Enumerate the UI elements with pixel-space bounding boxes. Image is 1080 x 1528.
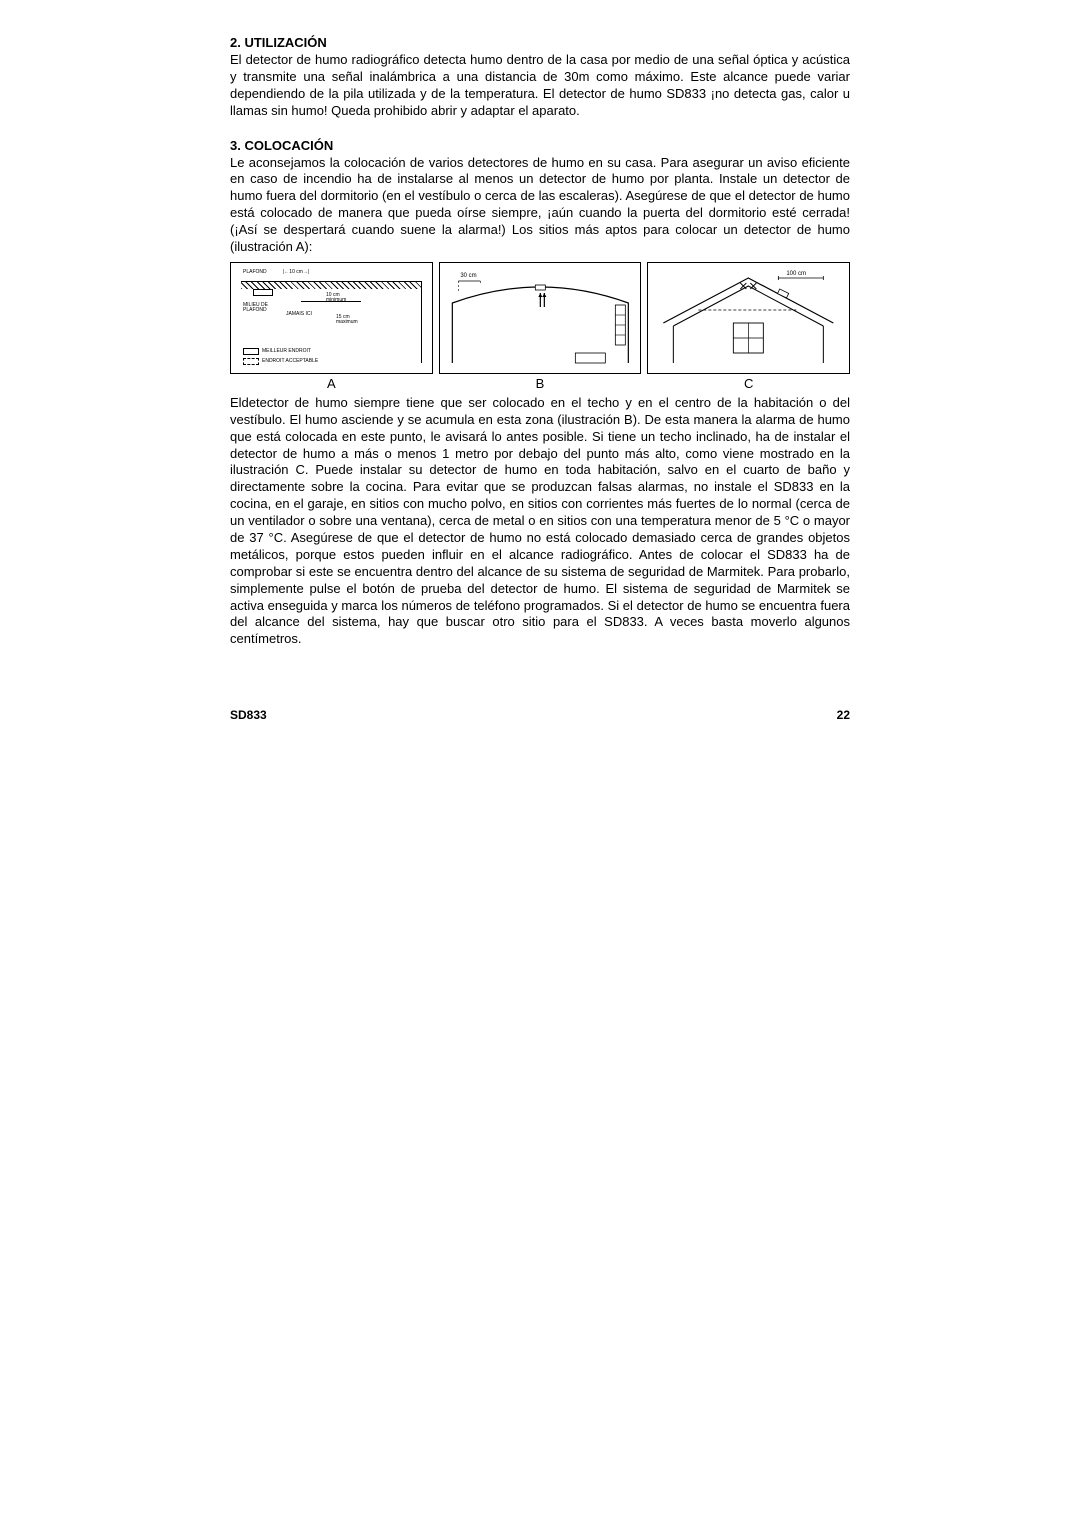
body-colocacion-intro: Le aconsejamos la colocación de varios d…: [230, 155, 850, 256]
heading-colocacion: 3. COLOCACIÓN: [230, 138, 850, 153]
section-colocacion: 3. COLOCACIÓN Le aconsejamos la colocaci…: [230, 138, 850, 256]
figA-max: 15 cm maximum: [336, 315, 358, 325]
figA-jamais: JAMAIS ICI: [286, 311, 312, 317]
footer-model: SD833: [230, 708, 267, 722]
figA-legend-ok-text: ENDROIT ACCEPTABLE: [262, 358, 318, 364]
figA-min: 10 cm minimum: [326, 293, 346, 303]
figA-plafond-label: PLAFOND: [243, 269, 267, 275]
illustration-c: 100 cm: [647, 262, 850, 374]
figA-hatch: [241, 281, 422, 289]
caption-a: A: [230, 376, 433, 391]
heading-utilizacion: 2. UTILIZACIÓN: [230, 35, 850, 50]
figA-legend-ok: ENDROIT ACCEPTABLE: [243, 358, 318, 365]
illustration-a: PLAFOND |←10 cm→| 10 cm minimum 15 cm ma…: [230, 262, 433, 374]
figA-wall-line: [421, 281, 422, 363]
figA-milieu: MILIEU DE PLAFOND: [243, 303, 268, 313]
body-colocacion-detail: Eldetector de humo siempre tiene que ser…: [230, 395, 850, 648]
figC-dim100-label: 100 cm: [787, 271, 807, 277]
figA-swatch-best: [243, 348, 259, 355]
figA-legend-best-text: MEILLEUR ENDROIT: [262, 348, 311, 354]
page-footer: SD833 22: [230, 708, 850, 722]
figA-swatch-ok: [243, 358, 259, 365]
figB-dim30-label: 30 cm: [460, 273, 476, 279]
section-utilizacion: 2. UTILIZACIÓN El detector de humo radio…: [230, 35, 850, 120]
caption-b: B: [439, 376, 642, 391]
figA-dim10: |←10 cm→|: [283, 269, 309, 275]
figure-row: PLAFOND |←10 cm→| 10 cm minimum 15 cm ma…: [230, 262, 850, 374]
figure-captions-row: A B C: [230, 376, 850, 391]
illustration-b: 30 cm: [439, 262, 642, 374]
document-page: 2. UTILIZACIÓN El detector de humo radio…: [230, 35, 850, 722]
footer-page-number: 22: [837, 708, 850, 722]
body-utilizacion: El detector de humo radiográfico detecta…: [230, 52, 850, 120]
figA-detector-rect: [253, 289, 273, 296]
caption-c: C: [647, 376, 850, 391]
figA-legend-best: MEILLEUR ENDROIT: [243, 348, 311, 355]
